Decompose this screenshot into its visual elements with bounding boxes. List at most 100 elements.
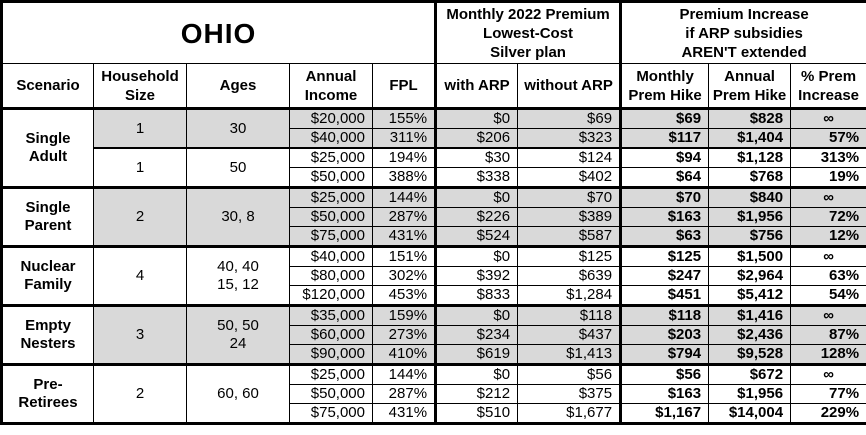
fpl-cell: 453% xyxy=(371,285,437,306)
with-arp-cell: $234 xyxy=(434,325,519,345)
col-header-scenario: Scenario xyxy=(1,63,94,110)
scenario-cell: Single Parent xyxy=(1,186,94,247)
fpl-cell: 273% xyxy=(371,325,437,345)
monthly-hike-cell: $94 xyxy=(619,147,710,168)
col-header-without-arp: without ARP xyxy=(517,63,622,110)
fpl-cell: 311% xyxy=(371,128,437,149)
pct-increase-cell: ∞ xyxy=(790,186,866,208)
monthly-hike-cell: $247 xyxy=(619,266,710,286)
income-cell: $25,000 xyxy=(289,363,373,385)
pct-increase-cell: 313% xyxy=(790,147,866,168)
without-arp-cell: $389 xyxy=(517,207,622,227)
pct-increase-cell: ∞ xyxy=(790,245,866,267)
income-cell: $75,000 xyxy=(289,403,373,424)
income-cell: $35,000 xyxy=(289,304,373,326)
fpl-cell: 431% xyxy=(371,226,437,247)
without-arp-cell: $375 xyxy=(517,384,622,404)
without-arp-cell: $1,284 xyxy=(517,285,622,306)
household-size-cell: 3 xyxy=(93,304,187,365)
without-arp-cell: $639 xyxy=(517,266,622,286)
ages-cell: 60, 60 xyxy=(186,363,290,424)
annual-hike-cell: $756 xyxy=(708,226,792,247)
table-row: $50,000 388% $338 $402 $64 $768 19% xyxy=(2,167,866,188)
fpl-cell: 410% xyxy=(371,344,437,365)
col-header-pct-prem-increase: % Prem Increase xyxy=(790,63,866,110)
pct-increase-cell: 77% xyxy=(790,384,866,404)
income-cell: $80,000 xyxy=(289,266,373,286)
monthly-hike-cell: $451 xyxy=(619,285,710,306)
col-header-monthly-prem-hike: Monthly Prem Hike xyxy=(619,63,710,110)
table-row: 1 50 $25,000 194% $30 $124 $94 $1,128 313% xyxy=(2,147,866,188)
with-arp-cell: $0 xyxy=(434,363,519,385)
without-arp-cell: $125 xyxy=(517,245,622,267)
fpl-cell: 388% xyxy=(371,167,437,188)
without-arp-cell: $69 xyxy=(517,107,622,129)
ages-cell: 30 xyxy=(186,107,290,149)
ages-cell: 50, 50 24 xyxy=(186,304,290,365)
income-cell: $120,000 xyxy=(289,285,373,306)
with-arp-cell: $833 xyxy=(434,285,519,306)
col-header-annual-prem-hike: Annual Prem Hike xyxy=(708,63,792,110)
monthly-hike-cell: $63 xyxy=(619,226,710,247)
monthly-hike-cell: $56 xyxy=(619,363,710,385)
with-arp-cell: $226 xyxy=(434,207,519,227)
table-row: $50,000 287% $212 $375 $163 $1,956 77% xyxy=(2,384,866,404)
annual-hike-cell: $9,528 xyxy=(708,344,792,365)
income-cell: $50,000 xyxy=(289,384,373,404)
pct-increase-cell: 87% xyxy=(790,325,866,345)
household-size-cell: 1 xyxy=(93,147,187,188)
fpl-cell: 159% xyxy=(371,304,437,326)
with-arp-cell: $212 xyxy=(434,384,519,404)
without-arp-cell: $323 xyxy=(517,128,622,149)
table-row: Pre- Retirees 2 60, 60 $25,000 144% $0 $56 $56 $… xyxy=(1,363,866,424)
monthly-hike-cell: $118 xyxy=(619,304,710,326)
without-arp-cell: $587 xyxy=(517,226,622,247)
fpl-cell: 431% xyxy=(371,403,437,424)
pct-increase-cell: 19% xyxy=(790,167,866,188)
household-size-cell: 2 xyxy=(93,186,187,247)
income-cell: $40,000 xyxy=(289,245,373,267)
ages-cell: 40, 40 15, 12 xyxy=(186,245,290,306)
monthly-hike-cell: $69 xyxy=(619,107,710,129)
table-row: Nuclear Family 4 40, 40 15, 12 $40,000 151% $… xyxy=(1,245,866,306)
income-cell: $40,000 xyxy=(289,128,373,149)
pct-increase-cell: 12% xyxy=(790,226,866,247)
annual-hike-cell: $1,416 xyxy=(708,304,792,326)
scenario-cell: Nuclear Family xyxy=(1,245,94,306)
col-header-fpl: FPL xyxy=(371,63,437,110)
monthly-hike-cell: $163 xyxy=(619,207,710,227)
fpl-cell: 302% xyxy=(371,266,437,286)
without-arp-cell: $402 xyxy=(517,167,622,188)
annual-hike-cell: $840 xyxy=(708,186,792,208)
with-arp-cell: $392 xyxy=(434,266,519,286)
fpl-cell: 287% xyxy=(371,384,437,404)
pct-increase-cell: 128% xyxy=(790,344,866,365)
monthly-hike-cell: $203 xyxy=(619,325,710,345)
with-arp-cell: $206 xyxy=(434,128,519,149)
scenario-cell: Single Adult xyxy=(1,107,94,188)
monthly-hike-cell: $70 xyxy=(619,186,710,208)
income-cell: $25,000 xyxy=(289,147,373,168)
with-arp-cell: $0 xyxy=(434,304,519,326)
col-header-ages: Ages xyxy=(186,63,290,110)
annual-hike-cell: $2,964 xyxy=(708,266,792,286)
with-arp-cell: $510 xyxy=(434,403,519,424)
without-arp-cell: $1,677 xyxy=(517,403,622,424)
fpl-cell: 151% xyxy=(371,245,437,267)
monthly-hike-cell: $163 xyxy=(619,384,710,404)
table-row: $75,000 431% $524 $587 $63 $756 12% xyxy=(2,226,866,247)
pct-increase-cell: 63% xyxy=(790,266,866,286)
pct-increase-cell: 72% xyxy=(790,207,866,227)
col-header-with-arp: with ARP xyxy=(434,63,519,110)
without-arp-cell: $56 xyxy=(517,363,622,385)
pct-increase-cell: ∞ xyxy=(790,304,866,326)
without-arp-cell: $437 xyxy=(517,325,622,345)
fpl-cell: 194% xyxy=(371,147,437,168)
annual-hike-cell: $2,436 xyxy=(708,325,792,345)
col-header-annual-income: Annual Income xyxy=(289,63,373,110)
annual-hike-cell: $1,128 xyxy=(708,147,792,168)
annual-hike-cell: $672 xyxy=(708,363,792,385)
fpl-cell: 155% xyxy=(371,107,437,129)
with-arp-cell: $338 xyxy=(434,167,519,188)
